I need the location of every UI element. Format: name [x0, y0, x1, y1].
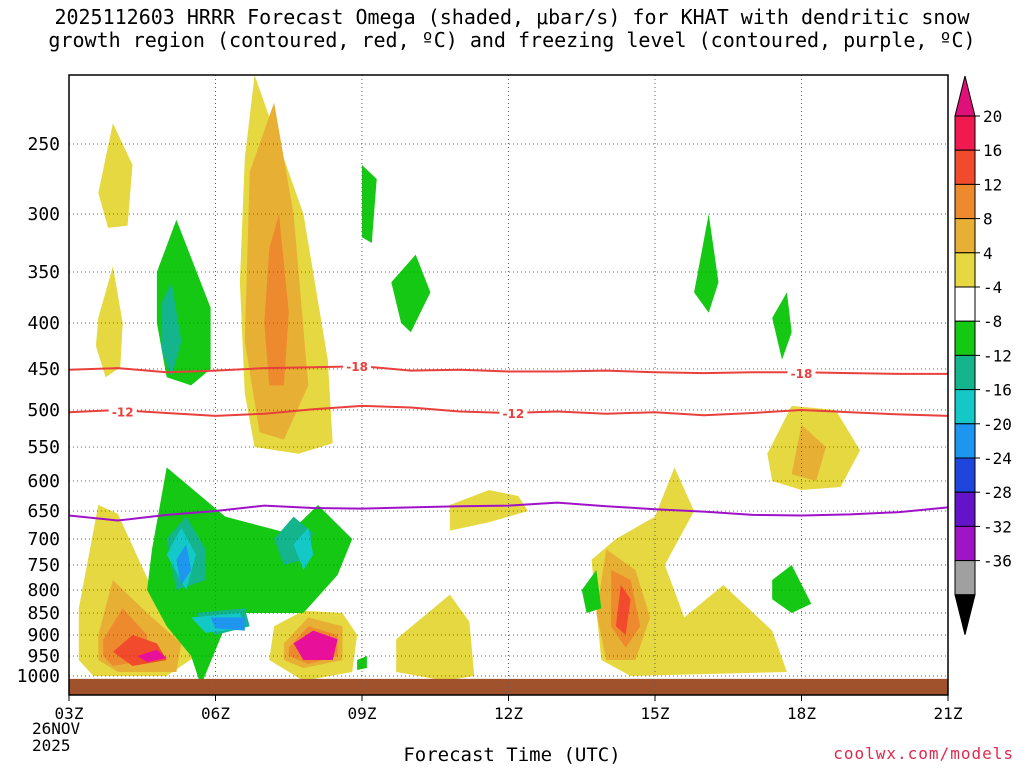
y-tick-label: 800: [27, 580, 60, 601]
x-tick-label: 12Z: [494, 704, 523, 723]
colorbar-label: 8: [983, 210, 993, 229]
colorbar-label: 4: [983, 244, 993, 263]
omega-region-pos12: [264, 214, 289, 386]
x-tick-label: 03Z: [55, 704, 84, 723]
colorbar-label: -4: [983, 278, 1002, 297]
y-tick-label: 300: [27, 204, 60, 225]
colorbar: 20 16 12 8 4 -4 -8 -12 -16 -20 -24 -28 -32 -36: [954, 75, 1012, 635]
omega-region-neg16: [293, 527, 314, 570]
contour-label-bg: [108, 404, 137, 419]
colorbar-label: 12: [983, 175, 1002, 194]
y-tick-label: 1000: [17, 666, 60, 687]
contour-freezing-level: [68, 501, 949, 522]
colorbar-label: -20: [983, 415, 1012, 434]
y-tick-label: 450: [27, 359, 60, 380]
contour-label: -12: [503, 407, 525, 421]
title-line-2: growth region (contoured, red, ºC) and f…: [48, 28, 976, 52]
omega-region-neg20: [176, 544, 192, 585]
colorbar-label: 20: [983, 107, 1002, 126]
y-tick-label: 500: [27, 400, 60, 421]
ground-strip: [69, 678, 948, 695]
omega-region-pos4: [396, 594, 475, 681]
x-tick-label: 18Z: [787, 704, 816, 723]
run-date-year: 2025: [32, 736, 71, 755]
colorbar-segment: [954, 115, 976, 151]
colorbar-segment: [954, 560, 976, 596]
omega-shading: [78, 75, 861, 686]
contour-label-bg: [787, 366, 816, 381]
contour-label-bg: [343, 359, 372, 374]
contour-label: -18: [791, 367, 813, 381]
credit-link[interactable]: coolwx.com/models: [833, 744, 1014, 763]
omega-region-pos4: [98, 123, 133, 228]
colorbar-segment: [954, 252, 976, 288]
title-line-1: 2025112603 HRRR Forecast Omega (shaded, …: [54, 5, 970, 29]
colorbar-segment: [954, 525, 976, 562]
omega-region-neg20: [210, 617, 245, 631]
run-date: 26NOV 2025: [32, 720, 80, 754]
colorbar-bottom-arrow: [954, 594, 976, 635]
colorbar-label: -28: [983, 483, 1012, 502]
y-tick-label: 400: [27, 313, 60, 334]
colorbar-top-arrow: [954, 75, 976, 117]
y-tick-label: 700: [27, 529, 60, 550]
y-tick-label: 750: [27, 555, 60, 576]
colorbar-segment: [954, 183, 976, 220]
y-tick-label: 950: [27, 646, 60, 667]
omega-region-pos4: [95, 266, 123, 378]
omega-region-neg8: [581, 570, 602, 613]
x-tick-label: 15Z: [641, 704, 670, 723]
omega-region-neg8: [147, 467, 353, 686]
colorbar-label: -32: [983, 517, 1012, 536]
omega-region-pos8: [791, 424, 826, 481]
colorbar-label: 16: [983, 141, 1002, 160]
run-date-day: 26NOV: [32, 719, 81, 738]
x-tick-label: 09Z: [348, 704, 377, 723]
colorbar-segment: [954, 286, 976, 322]
colorbar-segment: [954, 354, 976, 391]
omega-region-neg8: [362, 165, 377, 243]
colorbar-label: -8: [983, 312, 1002, 331]
colorbar-segment: [954, 149, 976, 185]
y-tick-label: 900: [27, 625, 60, 646]
contour-label: -18: [346, 360, 368, 374]
omega-region-pos20: [293, 630, 338, 660]
colorbar-segment: [954, 491, 976, 527]
chart-title: 2025112603 HRRR Forecast Omega (shaded, …: [0, 6, 1024, 52]
x-axis-label: Forecast Time (UTC): [403, 744, 621, 766]
colorbar-label: -36: [983, 552, 1012, 571]
omega-region-neg12: [161, 282, 182, 378]
colorbar-segment: [954, 389, 976, 425]
colorbar-segment: [954, 320, 976, 356]
omega-region-neg8: [772, 292, 792, 360]
y-tick-label: 600: [27, 471, 60, 492]
omega-region-pos16: [615, 585, 631, 635]
x-tick-label: 21Z: [934, 704, 963, 723]
y-tick-label: 850: [27, 603, 60, 624]
colorbar-segment: [954, 457, 976, 493]
colorbar-label: -24: [983, 449, 1012, 468]
omega-region-neg8: [391, 254, 431, 333]
y-tick-label: 250: [27, 134, 60, 155]
omega-region-pos4: [449, 490, 528, 531]
colorbar-segment: [954, 423, 976, 459]
omega-region-neg8: [772, 565, 812, 613]
y-tick-label: 350: [27, 262, 60, 283]
omega-region-pos20: [137, 649, 167, 662]
colorbar-label: -12: [983, 346, 1012, 365]
contour-label: -12: [112, 405, 134, 419]
contour-label-bg: [499, 405, 528, 420]
colorbar-segment: [954, 218, 976, 254]
y-tick-label: 550: [27, 437, 60, 458]
colorbar-label: -16: [983, 381, 1012, 400]
omega-region-neg8: [694, 214, 719, 313]
x-tick-label: 06Z: [201, 704, 230, 723]
y-tick-label: 650: [27, 501, 60, 522]
